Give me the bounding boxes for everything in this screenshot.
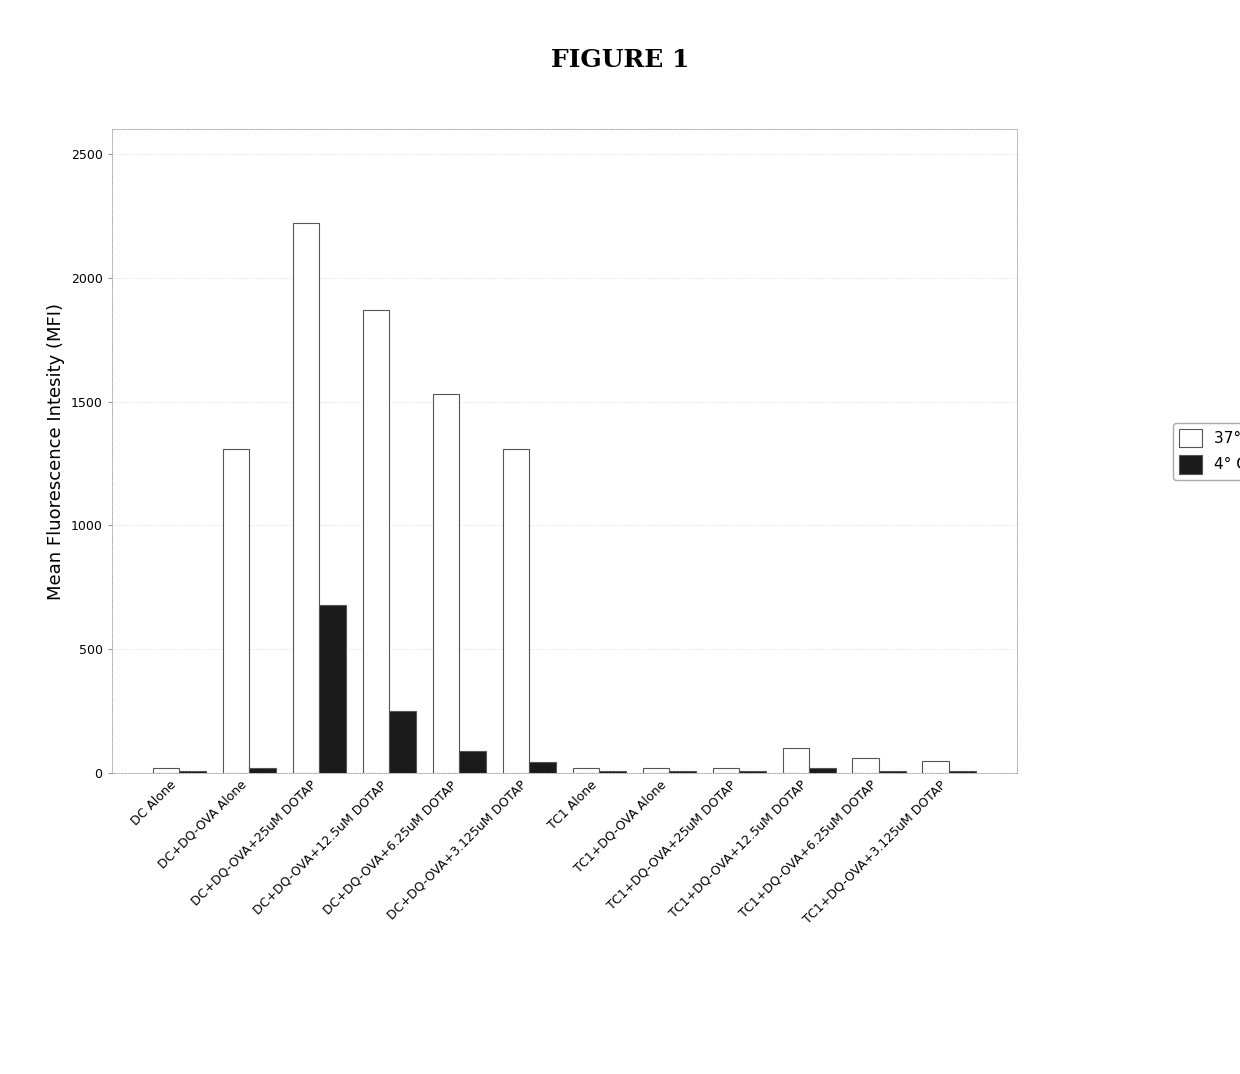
Bar xyxy=(459,751,486,773)
Bar xyxy=(782,749,810,773)
Bar xyxy=(180,771,206,773)
Bar xyxy=(879,771,905,773)
Bar xyxy=(642,768,670,773)
Bar xyxy=(249,768,277,773)
Bar xyxy=(153,768,180,773)
Bar xyxy=(852,758,879,773)
Bar xyxy=(293,223,319,773)
Bar xyxy=(599,771,626,773)
Bar xyxy=(502,449,529,773)
Bar xyxy=(319,605,346,773)
Y-axis label: Mean Fluorescence Intesity (MFI): Mean Fluorescence Intesity (MFI) xyxy=(47,303,66,599)
Bar xyxy=(529,763,556,773)
Bar xyxy=(389,711,415,773)
Bar xyxy=(362,309,389,773)
Bar xyxy=(810,768,836,773)
Bar xyxy=(923,760,949,773)
Bar xyxy=(433,394,459,773)
Bar xyxy=(223,449,249,773)
Bar xyxy=(713,768,739,773)
Bar xyxy=(670,771,696,773)
Legend: 37° C, 4° C: 37° C, 4° C xyxy=(1173,422,1240,480)
Text: FIGURE 1: FIGURE 1 xyxy=(551,48,689,72)
Bar xyxy=(949,771,976,773)
Bar xyxy=(739,771,766,773)
Bar xyxy=(573,768,599,773)
